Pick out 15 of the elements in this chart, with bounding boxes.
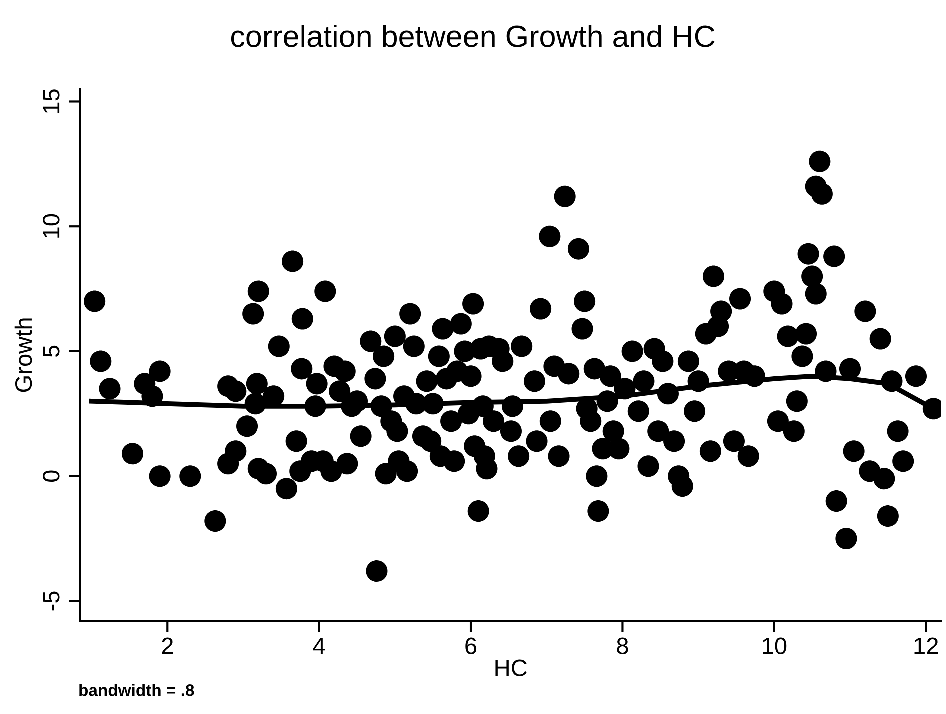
chart-title: correlation between Growth and HC [231,24,715,48]
x-tick-label: 6 [466,638,477,654]
y-axis-title: Growth [14,318,32,392]
x-tick-label: 10 [763,638,787,654]
x-tick-label: 8 [617,638,628,654]
y-tick-label: 10 [43,214,60,238]
x-tick-label: 4 [313,638,326,654]
y-tick-label: -5 [43,592,60,611]
y-tick-label: 0 [43,470,60,482]
y-tick-label: 15 [43,90,60,114]
x-tick-label: 12 [914,638,938,654]
y-tick-label: 5 [43,346,60,358]
x-axis-title: HC [496,660,527,677]
x-tick-label: 2 [162,638,174,654]
text: bandwidth = .8 [80,684,194,696]
